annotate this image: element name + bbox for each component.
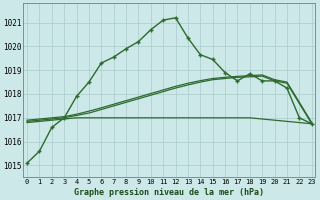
X-axis label: Graphe pression niveau de la mer (hPa): Graphe pression niveau de la mer (hPa) (74, 188, 264, 197)
